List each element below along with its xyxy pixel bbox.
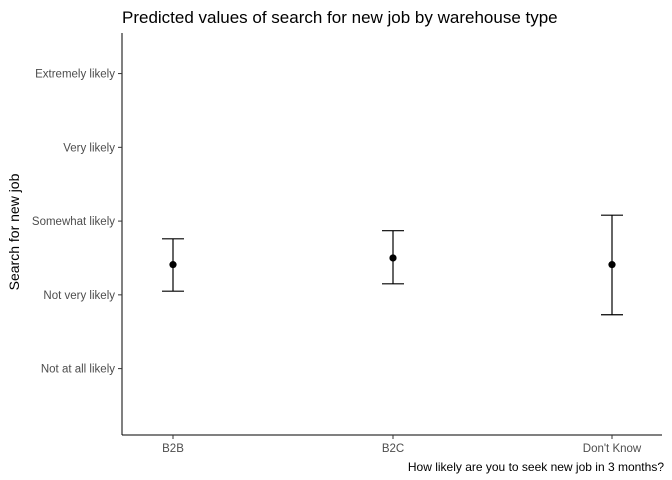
x-tick-label: B2B xyxy=(162,443,184,455)
y-tick-label: Not very likely xyxy=(43,290,115,302)
y-tick-label: Not at all likely xyxy=(41,364,115,376)
y-tick-label: Somewhat likely xyxy=(32,216,115,228)
y-tick-label: Extremely likely xyxy=(35,69,115,81)
y-tick-label: Very likely xyxy=(63,142,115,154)
x-tick-label: Don't Know xyxy=(583,443,642,455)
chart-title: Predicted values of search for new job b… xyxy=(122,8,558,27)
data-point xyxy=(389,254,397,262)
y-axis-label: Search for new job xyxy=(6,173,22,290)
x-tick-label: B2C xyxy=(382,443,404,455)
chart-marks: Not at all likely Not very likely Somewhat… xyxy=(32,69,642,455)
data-point xyxy=(169,261,177,269)
x-axis-label: How likely are you to seek new job in 3 … xyxy=(408,460,664,474)
data-point xyxy=(608,261,616,269)
